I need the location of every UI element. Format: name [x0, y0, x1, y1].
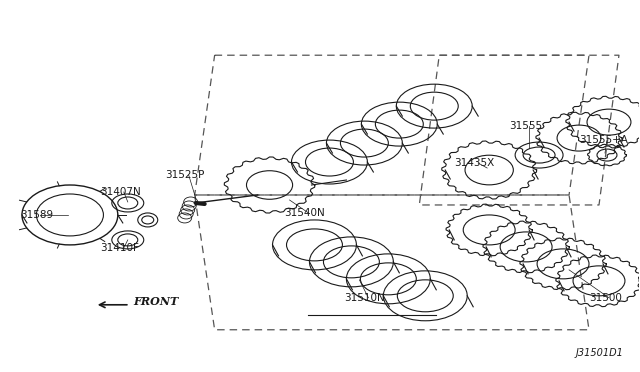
Text: 31525P: 31525P [164, 170, 204, 180]
Text: J31501D1: J31501D1 [576, 348, 624, 358]
Text: 31510N: 31510N [344, 293, 385, 303]
Text: 31435X: 31435X [454, 158, 495, 168]
Text: 31410F: 31410F [100, 243, 139, 253]
Text: FRONT: FRONT [132, 296, 178, 307]
Text: 31407N: 31407N [100, 187, 141, 197]
Text: 31540N: 31540N [285, 208, 325, 218]
Text: 31555+A: 31555+A [579, 135, 628, 145]
Text: 31589: 31589 [20, 210, 53, 220]
Text: 31555: 31555 [509, 121, 542, 131]
Text: 31500: 31500 [589, 293, 622, 303]
